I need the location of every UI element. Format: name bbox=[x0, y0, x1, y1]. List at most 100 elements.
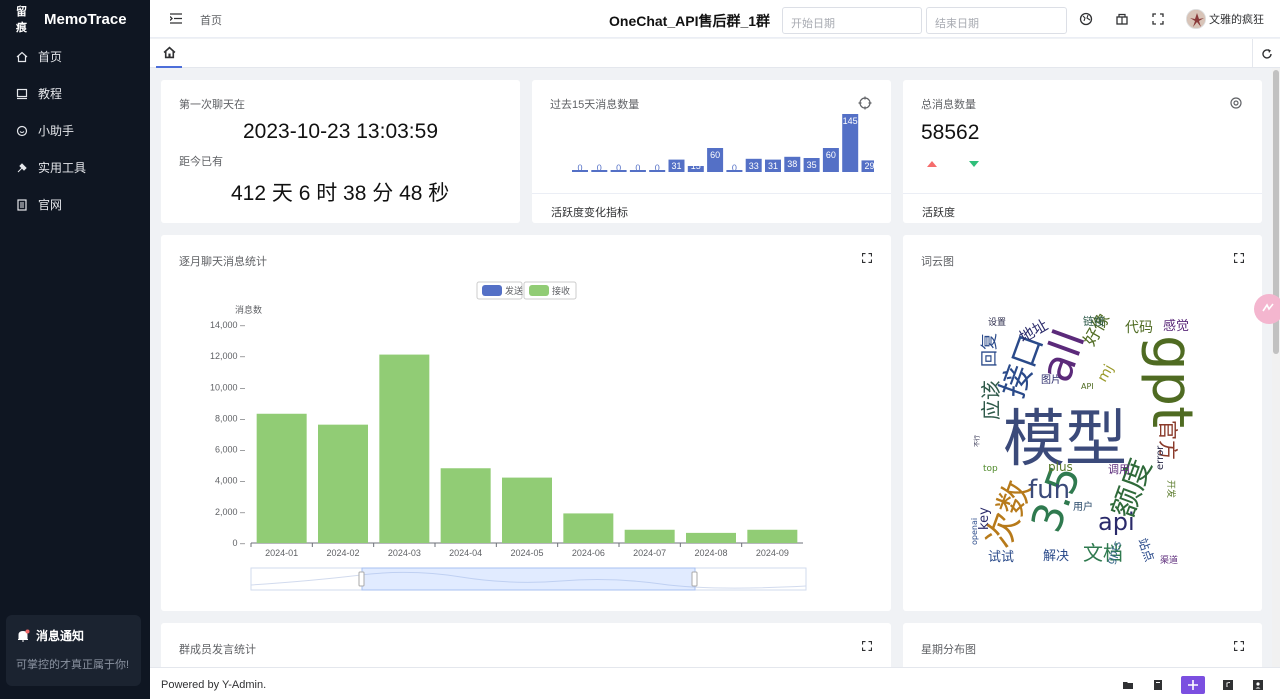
sidebar-item-label: 教程 bbox=[38, 87, 63, 101]
last15-footer: 活跃度变化指标 bbox=[532, 193, 891, 223]
avatar-image-icon bbox=[1187, 10, 1205, 28]
sidebar-item-website[interactable]: 官网 bbox=[0, 186, 150, 223]
floating-assistant-button[interactable] bbox=[1254, 294, 1280, 324]
wc-word: 代码 bbox=[1125, 320, 1153, 336]
wc-word: 应该 bbox=[979, 380, 1003, 420]
wc-word: 官方 bbox=[1156, 420, 1180, 460]
expand-icon[interactable] bbox=[1234, 641, 1244, 651]
mini-chart-label: 0 bbox=[635, 163, 640, 173]
fullscreen-icon[interactable] bbox=[1151, 12, 1165, 26]
add-button[interactable] bbox=[1181, 674, 1205, 694]
mini-chart-bar bbox=[687, 166, 704, 172]
monthly-bar[interactable] bbox=[502, 477, 552, 543]
mini-chart-label: 0 bbox=[616, 163, 621, 173]
user-card-icon[interactable] bbox=[1252, 679, 1264, 691]
sidebar-item-label: 官网 bbox=[38, 198, 63, 212]
monthly-bar[interactable] bbox=[747, 529, 798, 543]
mini-chart-bar bbox=[842, 114, 859, 172]
expand-icon[interactable] bbox=[862, 641, 872, 651]
brand[interactable]: 留痕 MemoTrace bbox=[0, 0, 150, 38]
expand-icon[interactable] bbox=[862, 253, 872, 263]
monthly-bar[interactable] bbox=[256, 413, 307, 543]
sidebar-item-assistant[interactable]: 小助手 bbox=[0, 112, 150, 149]
wc-word: 解决 bbox=[1043, 549, 1069, 564]
legend-swatch-receive bbox=[529, 285, 549, 296]
mini-chart-bar bbox=[591, 170, 608, 172]
mini-chart-bar bbox=[861, 160, 874, 172]
start-date-input[interactable]: 开始日期 bbox=[782, 7, 922, 34]
chat-icon bbox=[16, 125, 28, 136]
data-zoom-slider[interactable] bbox=[250, 567, 807, 591]
mini-chart-bar bbox=[572, 170, 588, 172]
first-chat-label: 第一次聊天在 bbox=[179, 99, 245, 111]
page-scrollbar[interactable] bbox=[1272, 68, 1280, 667]
data-zoom-handle-right[interactable] bbox=[691, 571, 698, 587]
package-icon[interactable] bbox=[1115, 12, 1129, 26]
monthly-bar[interactable] bbox=[686, 532, 736, 543]
mini-chart-label: 33 bbox=[749, 161, 759, 171]
music-icon[interactable] bbox=[1222, 679, 1234, 691]
expand-icon[interactable] bbox=[1234, 253, 1244, 263]
tab-home[interactable] bbox=[156, 39, 182, 68]
notice-panel[interactable]: 消息通知 可掌控的才真正属于你! bbox=[6, 615, 141, 686]
wc-word: mj bbox=[1095, 362, 1118, 385]
x-tick-label: 2024-03 bbox=[388, 548, 421, 558]
mini-chart-label: 15 bbox=[691, 161, 701, 171]
y-tick-label: 14,000 – bbox=[210, 320, 245, 330]
globe-icon[interactable] bbox=[1079, 12, 1093, 26]
username: 文雅的疯狂 bbox=[1209, 14, 1264, 26]
scrollbar-thumb[interactable] bbox=[1273, 70, 1279, 354]
mini-chart-label: 31 bbox=[768, 161, 778, 171]
monthly-bar[interactable] bbox=[440, 468, 491, 543]
wc-word: top bbox=[983, 464, 998, 474]
chart-legend[interactable]: 发送 接收 bbox=[476, 281, 577, 300]
page-footer: Powered by Y-Admin. bbox=[150, 667, 1280, 699]
crosshair-icon[interactable] bbox=[858, 96, 872, 110]
total-footer: 活跃度 bbox=[903, 193, 1262, 223]
total-label: 总消息数量 bbox=[921, 99, 976, 111]
mini-chart-label: 0 bbox=[597, 163, 602, 173]
book-icon bbox=[16, 88, 28, 99]
y-tick-label: 12,000 – bbox=[210, 351, 245, 361]
document-icon bbox=[17, 198, 27, 211]
sidebar-item-label: 实用工具 bbox=[38, 161, 87, 175]
brand-logo: 留痕 bbox=[16, 5, 27, 34]
weekday-card: 星期分布图 bbox=[903, 623, 1262, 673]
weekday-label: 星期分布图 bbox=[921, 644, 976, 656]
notebook-icon[interactable] bbox=[1152, 679, 1164, 691]
refresh-button[interactable] bbox=[1252, 39, 1280, 68]
mini-chart-bar bbox=[803, 158, 820, 172]
settings-icon[interactable] bbox=[1229, 96, 1243, 110]
y-tick-label: 10,000 – bbox=[210, 382, 245, 392]
folder-icon[interactable] bbox=[1122, 679, 1134, 691]
monthly-bar[interactable] bbox=[624, 529, 675, 543]
monthly-bar[interactable] bbox=[563, 513, 614, 543]
breadcrumb[interactable]: 首页 bbox=[200, 15, 222, 27]
mini-chart-label: 35 bbox=[807, 160, 817, 170]
wc-word: 链接 bbox=[1083, 314, 1105, 328]
last15-bar-chart: 0 0 0 0 0 31 15 60 0 33 31 38 35 60 145 29 bbox=[572, 114, 874, 173]
monthly-card: 逐月聊天消息统计 发送 接收 消息数 0 – 2,000 – 4,000 – 6,000 –… bbox=[161, 235, 891, 611]
monthly-bar[interactable] bbox=[379, 354, 430, 543]
data-zoom-window[interactable] bbox=[361, 567, 696, 591]
last15-label: 过去15天消息数量 bbox=[550, 99, 640, 111]
mini-chart-bar bbox=[649, 170, 666, 172]
trend-down-icon bbox=[969, 161, 979, 167]
user-menu[interactable]: 文雅的疯狂 bbox=[1186, 9, 1264, 29]
total-value: 58562 bbox=[921, 121, 980, 144]
monthly-bar[interactable] bbox=[318, 424, 368, 543]
avatar bbox=[1186, 9, 1206, 29]
monthly-label: 逐月聊天消息统计 bbox=[179, 256, 267, 268]
wc-word: error bbox=[1155, 445, 1166, 470]
sidebar-item-tools[interactable]: 实用工具 bbox=[0, 149, 150, 186]
data-zoom-handle-left[interactable] bbox=[358, 571, 365, 587]
menu-toggle-icon[interactable] bbox=[170, 13, 182, 24]
sidebar-item-home[interactable]: 首页 bbox=[0, 38, 150, 75]
sidebar-item-tutorial[interactable]: 教程 bbox=[0, 75, 150, 112]
y-tick-label: 8,000 – bbox=[215, 413, 245, 423]
mini-chart-bar bbox=[610, 170, 627, 172]
end-date-input[interactable]: 结束日期 bbox=[926, 7, 1067, 34]
mini-chart-label: 0 bbox=[655, 163, 660, 173]
total-card: 总消息数量 58562 活跃度 bbox=[903, 80, 1262, 223]
y-tick-label: 2,000 – bbox=[215, 507, 245, 517]
